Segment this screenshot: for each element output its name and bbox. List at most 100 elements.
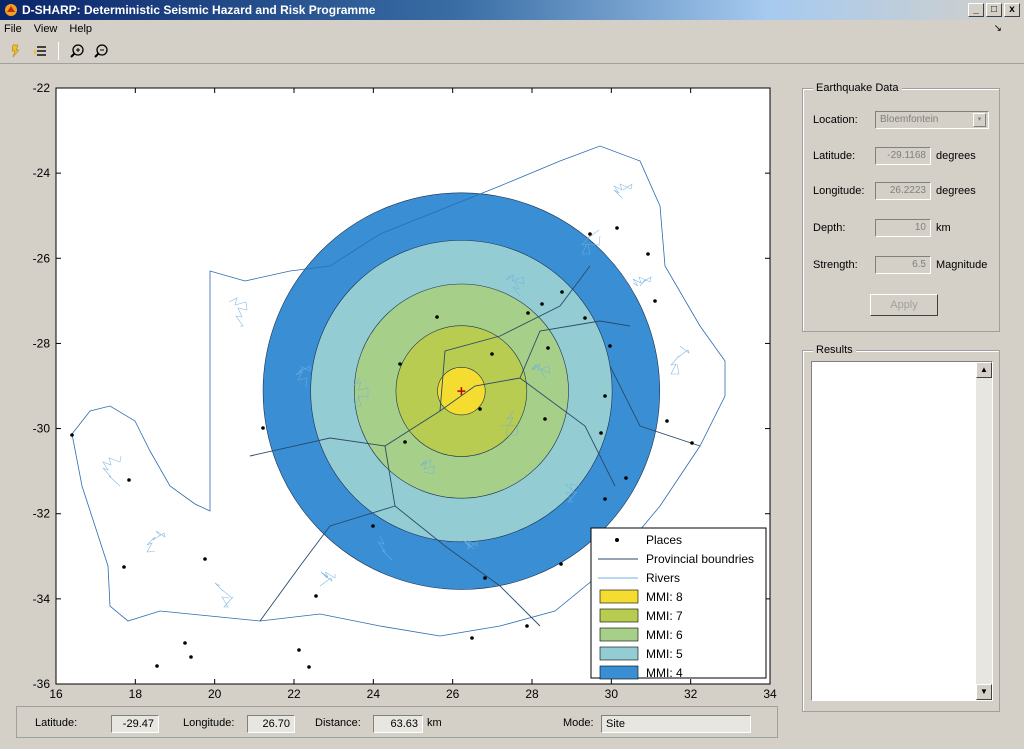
longitude-field[interactable]: 26.2223 (875, 182, 931, 200)
add-layer-button[interactable] (30, 41, 50, 61)
place-marker (665, 419, 669, 423)
x-tick-label: 24 (367, 687, 381, 701)
menu-view[interactable]: View (33, 23, 58, 35)
toolbar-separator (58, 41, 59, 60)
place-marker (646, 252, 650, 256)
legend-swatch (599, 665, 639, 680)
river-line (613, 183, 633, 199)
country-outline (71, 145, 726, 637)
y-tick-label: -34 (33, 592, 51, 606)
place-marker (261, 426, 265, 430)
place-marker (314, 594, 318, 598)
hazard-map[interactable]: 16 18 20 22 24 26 28 30 32 34 -22-24-26-28-30-32-… (0, 66, 790, 702)
legend-mmi-label: MMI: 7 (646, 609, 683, 623)
status-latitude-label: Latitude: (35, 717, 78, 729)
longitude-label: Longitude: (813, 185, 865, 197)
maximize-button[interactable]: □ (986, 3, 1002, 17)
x-axis-ticks: 16 18 20 22 24 26 28 30 32 34 (49, 88, 777, 701)
menu-dock-arrow[interactable]: ↘ (993, 23, 1002, 34)
results-scrollbar[interactable]: ▲ ▼ (976, 362, 992, 700)
place-marker (543, 417, 547, 421)
river-line (353, 377, 369, 407)
results-title: Results (813, 344, 856, 356)
map-area[interactable]: 16 18 20 22 24 26 28 30 32 34 -22 -24 -26 -28 -30 -32-… (0, 66, 790, 702)
menu-file[interactable]: File (4, 23, 22, 35)
place-marker (478, 407, 482, 411)
place-marker (624, 476, 628, 480)
place-marker (189, 655, 193, 659)
add-icon (34, 45, 46, 56)
x-tick-label: 26 (446, 687, 460, 701)
place-marker (155, 664, 159, 668)
depth-field[interactable]: 10 (875, 219, 931, 237)
zoom-in-button[interactable] (67, 41, 87, 61)
place-marker (653, 299, 657, 303)
strength-field[interactable]: 6.5 (875, 256, 931, 274)
place-marker (560, 290, 564, 294)
location-dropdown[interactable]: Bloemfontein ▾ (875, 111, 989, 129)
status-bar: Latitude: -29.47 Longitude: 26.70 Distan… (16, 706, 778, 738)
x-tick-label: 20 (208, 687, 222, 701)
place-marker (583, 316, 587, 320)
river-line (295, 365, 311, 388)
legend-mmi-label: MMI: 8 (646, 590, 683, 604)
river-line (499, 410, 519, 436)
latitude-label: Latitude: (813, 150, 856, 162)
menu-help[interactable]: Help (69, 23, 93, 35)
status-mode-label: Mode: (563, 717, 594, 729)
status-longitude-value: 26.70 (247, 715, 295, 733)
river-line (564, 483, 581, 503)
y-tick-label: -32 (33, 507, 51, 521)
results-list[interactable]: ▲ ▼ (811, 361, 993, 701)
open-button[interactable] (6, 41, 26, 61)
close-button[interactable]: x (1004, 3, 1020, 17)
y-tick-label: -28 (33, 336, 51, 350)
place-marker (183, 641, 187, 645)
status-longitude-label: Longitude: (183, 717, 235, 729)
provincial-boundaries (249, 265, 701, 627)
status-distance-value: 63.63 (373, 715, 423, 733)
earthquake-data-panel: Earthquake Data Location: Bloemfontein ▾… (802, 82, 1000, 332)
y-tick-label: -30 (33, 422, 51, 436)
y-axis-ticks: -22 -24 -26 -28 -30 -32 -34 -36 (33, 81, 770, 691)
place-marker (599, 431, 603, 435)
legend-swatch (599, 627, 639, 642)
status-latitude-value: -29.47 (111, 715, 159, 733)
legend-mmi-label: MMI: 4 (646, 666, 683, 680)
app-icon (5, 4, 17, 16)
place-marker (307, 665, 311, 669)
place-marker (546, 346, 550, 350)
status-distance-unit: km (427, 717, 442, 729)
location-label: Location: (813, 114, 858, 126)
y-tick-label: -22 (33, 81, 51, 95)
place-marker (435, 315, 439, 319)
river-line (419, 459, 435, 475)
rivers (102, 183, 690, 608)
place-marker (297, 648, 301, 652)
river-line (670, 345, 690, 375)
place-marker (559, 562, 563, 566)
apply-button[interactable]: Apply (870, 294, 938, 316)
place-marker (690, 441, 694, 445)
legend-mmi-label: MMI: 6 (646, 628, 683, 642)
scroll-up-icon[interactable]: ▲ (976, 362, 992, 378)
place-marker (603, 394, 607, 398)
place-marker (403, 440, 407, 444)
x-tick-label: 30 (605, 687, 619, 701)
epicenter-marker-icon (457, 387, 466, 396)
zoom-in-icon (70, 43, 84, 58)
river-line (319, 571, 336, 587)
strength-label: Strength: (813, 259, 858, 271)
zoom-out-icon (94, 43, 108, 58)
zoom-out-button[interactable] (91, 41, 111, 61)
place-marker (127, 478, 131, 482)
x-tick-label: 28 (525, 687, 539, 701)
longitude-unit: degrees (936, 185, 976, 197)
minimize-button[interactable]: _ (968, 3, 984, 17)
legend-rivers: Rivers (646, 571, 680, 585)
place-marker (483, 576, 487, 580)
river-line (531, 363, 551, 379)
scroll-down-icon[interactable]: ▼ (976, 684, 992, 700)
latitude-field[interactable]: -29.1168 (875, 147, 931, 165)
river-line (462, 539, 478, 550)
